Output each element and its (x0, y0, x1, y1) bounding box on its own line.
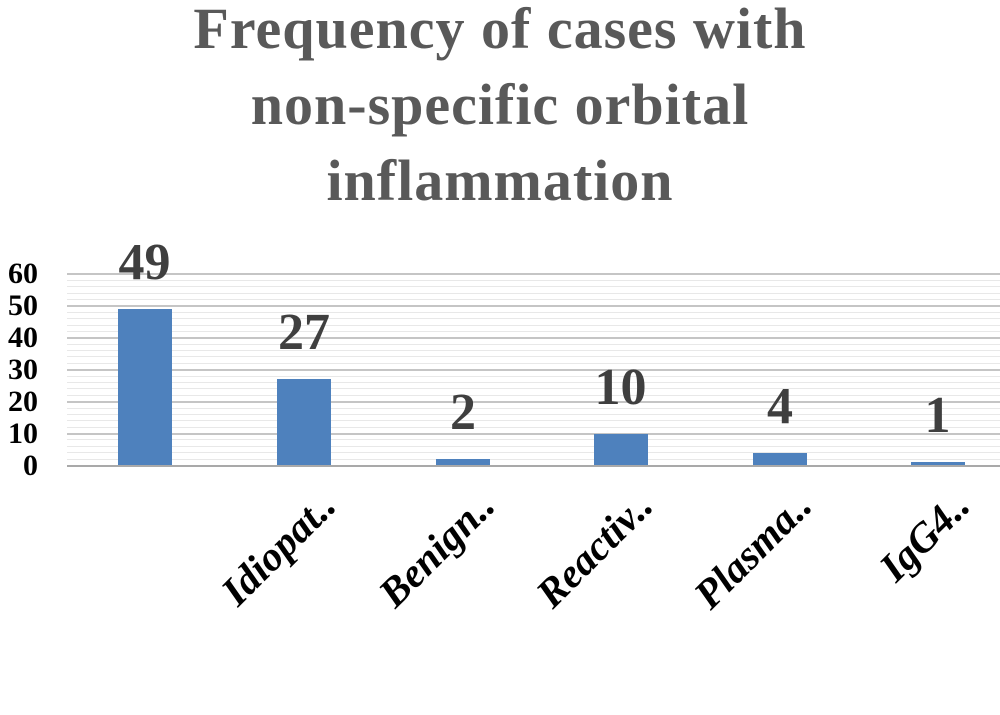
bar (753, 453, 807, 466)
minor-gridline (67, 363, 1000, 364)
minor-gridline (67, 356, 1000, 357)
y-tick-label: 40 (0, 322, 38, 354)
minor-gridline (67, 446, 1000, 447)
minor-gridline (67, 452, 1000, 453)
bar (594, 434, 648, 466)
y-tick-label: 50 (0, 290, 38, 322)
y-tick-label: 20 (0, 386, 38, 418)
minor-gridline (67, 382, 1000, 383)
minor-gridline (67, 293, 1000, 294)
minor-gridline (67, 318, 1000, 319)
minor-gridline (67, 350, 1000, 351)
y-tick-label: 0 (0, 450, 38, 482)
minor-gridline (67, 344, 1000, 345)
bar (436, 459, 490, 465)
bar-chart-figure: Frequency of cases with non-specific orb… (0, 0, 1000, 652)
bar-value-label: 49 (65, 237, 225, 289)
bar-value-label: 1 (858, 390, 1000, 442)
x-axis-line (67, 465, 1000, 467)
major-gridline (67, 369, 1000, 371)
bar-value-label: 2 (383, 387, 543, 439)
bar (118, 309, 172, 465)
minor-gridline (67, 331, 1000, 332)
bar-value-label: 10 (541, 362, 701, 414)
y-tick-label: 30 (0, 354, 38, 386)
y-tick-label: 60 (0, 258, 38, 290)
minor-gridline (67, 325, 1000, 326)
bar (911, 462, 965, 465)
major-gridline (67, 337, 1000, 339)
minor-gridline (67, 299, 1000, 300)
major-gridline (67, 305, 1000, 307)
bar-value-label: 27 (224, 307, 384, 359)
minor-gridline (67, 376, 1000, 377)
minor-gridline (67, 312, 1000, 313)
bar-value-label: 4 (700, 381, 860, 433)
minor-gridline (67, 459, 1000, 460)
y-tick-label: 10 (0, 418, 38, 450)
bar (277, 379, 331, 465)
